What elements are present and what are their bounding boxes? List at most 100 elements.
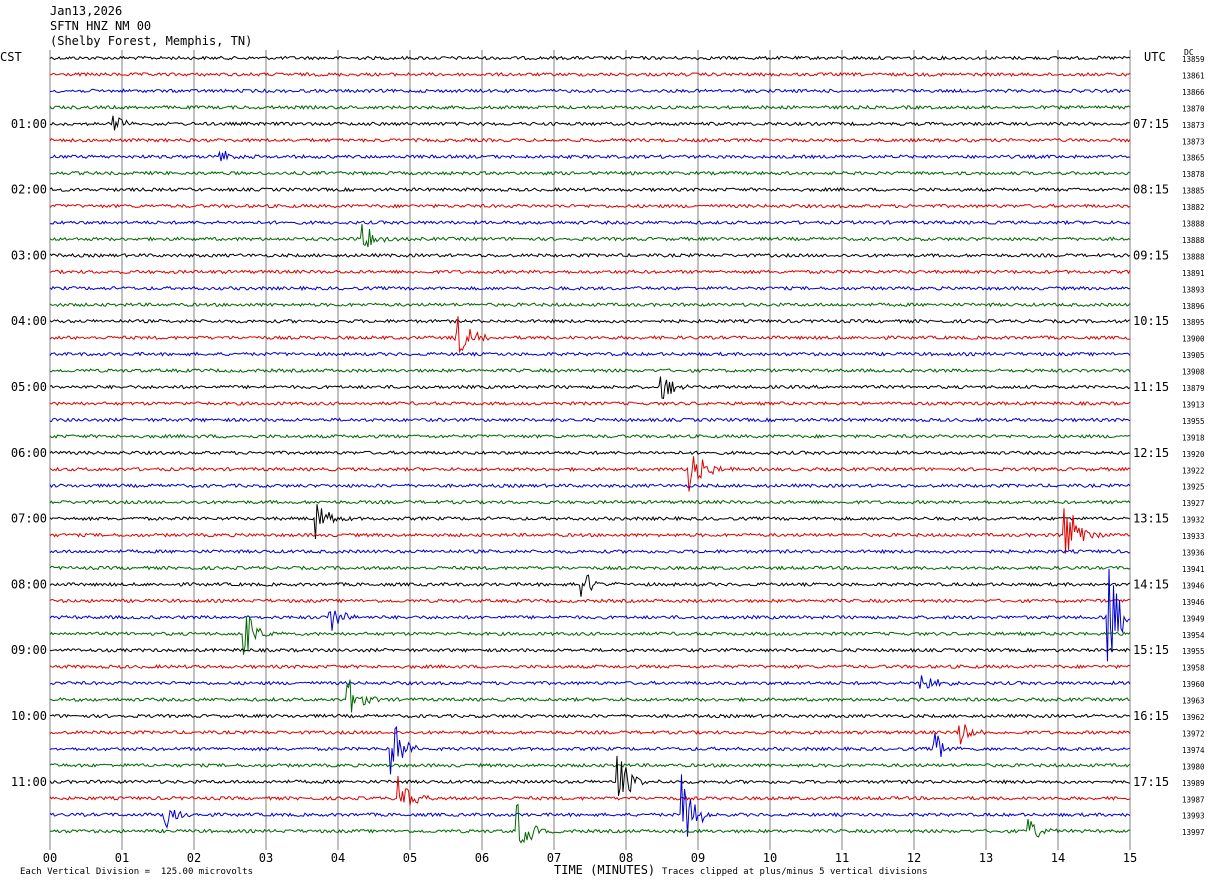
dc-offset-label: 13870 bbox=[1182, 104, 1205, 113]
seismogram-trace bbox=[49, 713, 1131, 719]
cst-time-label: 08:00 bbox=[11, 577, 47, 591]
x-tick-label: 01 bbox=[115, 851, 129, 865]
header-date: Jan13,2026 bbox=[50, 4, 123, 18]
dc-offset-label: 13888 bbox=[1182, 236, 1205, 245]
x-tick-label: 10 bbox=[763, 851, 777, 865]
x-tick-label: 04 bbox=[331, 851, 345, 865]
x-tick-label: 03 bbox=[259, 851, 273, 865]
cst-time-label: 02:00 bbox=[11, 183, 47, 197]
dc-offset-label: 13878 bbox=[1182, 170, 1205, 179]
header-location: (Shelby Forest, Memphis, TN) bbox=[50, 34, 253, 48]
seismogram-trace bbox=[49, 203, 1131, 209]
dc-offset-label: 13922 bbox=[1182, 466, 1205, 475]
dc-offset-label: 13920 bbox=[1182, 450, 1205, 459]
seismogram-trace bbox=[49, 504, 1131, 540]
dc-offset-label: 13888 bbox=[1182, 252, 1205, 261]
dc-offset-label: 13989 bbox=[1182, 779, 1205, 788]
seismogram-trace bbox=[49, 675, 1131, 689]
dc-offset-label: 13882 bbox=[1182, 203, 1205, 212]
seismogram-trace bbox=[49, 376, 1131, 399]
dc-offset-label: 13946 bbox=[1182, 598, 1205, 607]
dc-offset-label: 13936 bbox=[1182, 549, 1205, 558]
utc-time-label: 13:15 bbox=[1133, 512, 1169, 526]
seismogram-trace bbox=[49, 55, 1131, 61]
seismogram-trace bbox=[49, 285, 1131, 292]
dc-offset-label: 13980 bbox=[1182, 762, 1205, 771]
x-tick-label: 09 bbox=[691, 851, 705, 865]
right-timezone-label: UTC bbox=[1144, 50, 1166, 64]
dc-offset-label: 13893 bbox=[1182, 285, 1205, 294]
utc-time-label: 17:15 bbox=[1133, 775, 1169, 789]
dc-offset-label: 13997 bbox=[1182, 828, 1205, 837]
seismogram-trace bbox=[49, 170, 1131, 176]
dc-offset-label: 13866 bbox=[1182, 88, 1205, 97]
seismogram-trace bbox=[49, 417, 1131, 423]
seismogram-trace bbox=[49, 775, 1131, 806]
utc-time-label: 09:15 bbox=[1133, 248, 1169, 262]
clip-note: Traces clipped at plus/minus 5 vertical … bbox=[662, 867, 928, 877]
utc-time-label: 16:15 bbox=[1133, 709, 1169, 723]
seismogram-trace bbox=[49, 137, 1131, 143]
seismogram-trace bbox=[49, 269, 1131, 275]
dc-offset-label: 13900 bbox=[1182, 335, 1205, 344]
dc-offset-label: 13958 bbox=[1182, 664, 1205, 673]
cst-time-label: 10:00 bbox=[11, 709, 47, 723]
dc-offset-label: 13891 bbox=[1182, 269, 1205, 278]
dc-offset-label: 13859 bbox=[1182, 55, 1205, 64]
seismogram-trace bbox=[49, 450, 1131, 456]
x-tick-label: 07 bbox=[547, 851, 561, 865]
x-tick-label: 08 bbox=[619, 851, 633, 865]
utc-time-label: 07:15 bbox=[1133, 117, 1169, 131]
dc-offset-label: 13908 bbox=[1182, 368, 1205, 377]
seismogram-trace bbox=[49, 302, 1131, 308]
seismogram-trace bbox=[49, 724, 1131, 745]
seismogram-trace bbox=[49, 616, 1131, 655]
dc-offset-label: 13913 bbox=[1182, 400, 1205, 409]
x-tick-label: 14 bbox=[1051, 851, 1065, 865]
seismogram-trace bbox=[49, 219, 1131, 226]
utc-time-label: 11:15 bbox=[1133, 380, 1169, 394]
seismogram-trace bbox=[49, 568, 1131, 662]
dc-offset-label: 13873 bbox=[1182, 121, 1205, 130]
dc-offset-label: 13925 bbox=[1182, 483, 1205, 492]
x-tick-label: 00 bbox=[43, 851, 57, 865]
cst-time-label: 04:00 bbox=[11, 314, 47, 328]
seismogram-trace bbox=[49, 71, 1131, 77]
dc-offset-label: 13960 bbox=[1182, 680, 1205, 689]
x-tick-label: 12 bbox=[907, 851, 921, 865]
x-tick-label: 02 bbox=[187, 851, 201, 865]
header-station: SFTN HNZ NM 00 bbox=[50, 19, 152, 33]
dc-label: DC bbox=[1184, 48, 1194, 57]
seismogram-trace bbox=[49, 104, 1131, 110]
dc-offset-label: 13879 bbox=[1182, 384, 1205, 393]
seismogram-trace bbox=[49, 598, 1131, 604]
seismogram-trace bbox=[49, 755, 1131, 797]
seismogram-trace bbox=[49, 679, 1130, 713]
seismogram-trace bbox=[49, 548, 1131, 555]
dc-offset-label: 13905 bbox=[1182, 351, 1205, 360]
utc-time-label: 14:15 bbox=[1133, 577, 1169, 591]
utc-time-label: 12:15 bbox=[1133, 446, 1169, 460]
utc-time-label: 08:15 bbox=[1133, 183, 1169, 197]
seismogram-trace bbox=[49, 508, 1131, 554]
dc-offset-label: 13918 bbox=[1182, 433, 1205, 442]
seismogram-trace bbox=[49, 400, 1131, 406]
seismogram-trace bbox=[49, 565, 1131, 571]
seismogram-trace bbox=[49, 664, 1131, 670]
scale-note: Each Vertical Division = 125.00 microvol… bbox=[20, 867, 253, 877]
x-tick-label: 15 bbox=[1123, 851, 1137, 865]
seismogram-trace bbox=[49, 574, 1131, 597]
x-tick-label: 11 bbox=[835, 851, 849, 865]
x-tick-label: 06 bbox=[475, 851, 489, 865]
seismogram-trace bbox=[49, 150, 1131, 162]
dc-offset-label: 13963 bbox=[1182, 697, 1205, 706]
dc-offset-label: 13941 bbox=[1182, 565, 1205, 574]
dc-offset-label: 13896 bbox=[1182, 302, 1205, 311]
seismogram-trace bbox=[49, 88, 1131, 94]
dc-offset-label: 13955 bbox=[1182, 417, 1205, 426]
dc-offset-label: 13873 bbox=[1182, 137, 1205, 146]
dc-offset-label: 13888 bbox=[1182, 220, 1205, 229]
dc-offset-label: 13949 bbox=[1182, 614, 1205, 623]
dc-offset-label: 13885 bbox=[1182, 187, 1205, 196]
